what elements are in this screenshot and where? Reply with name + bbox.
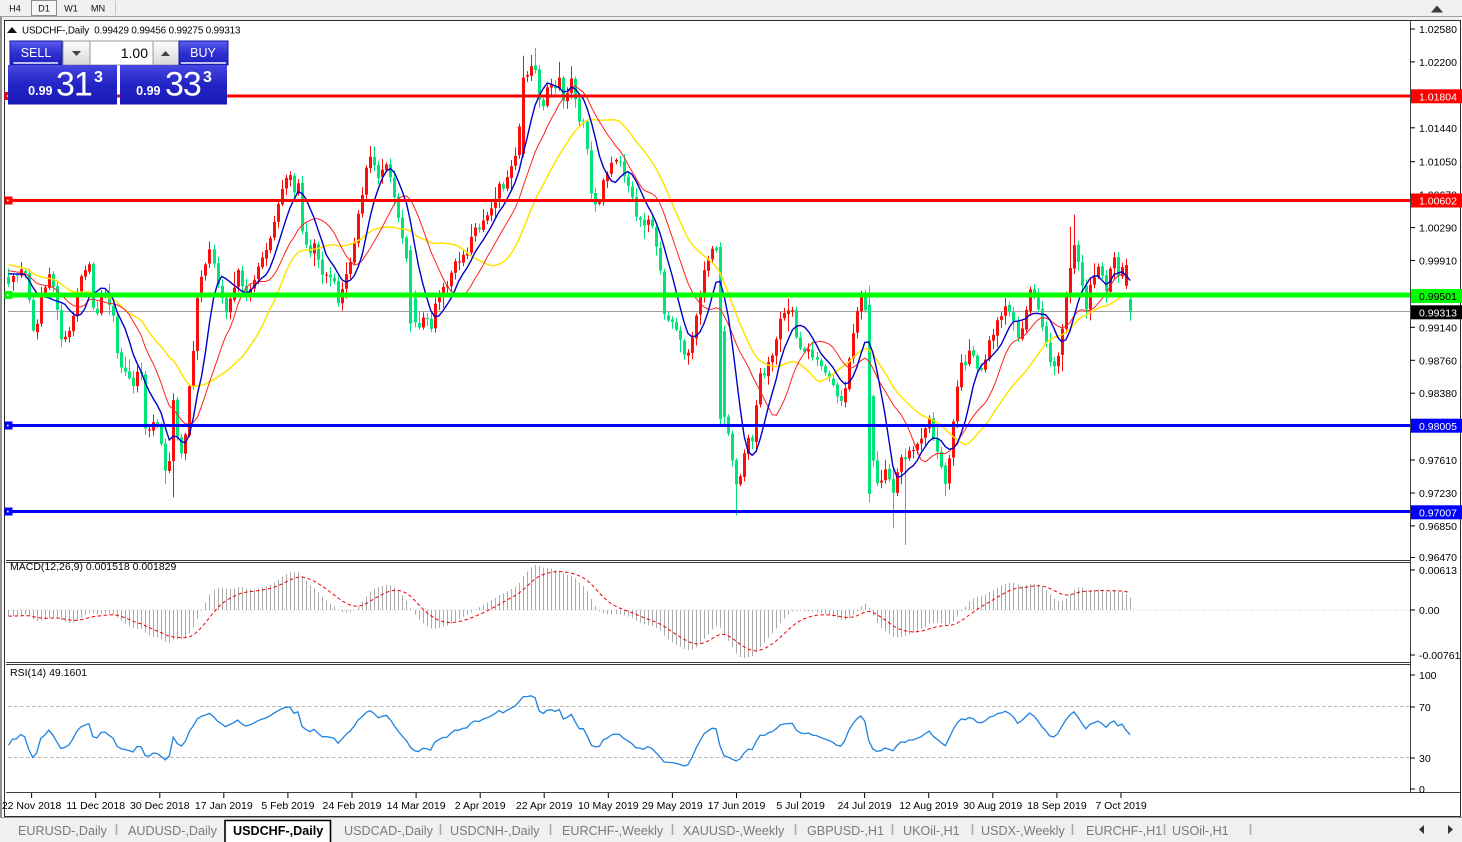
svg-text:10 May 2019: 10 May 2019 bbox=[578, 800, 639, 812]
svg-text:EURUSD-,Daily: EURUSD-,Daily bbox=[18, 824, 108, 838]
svg-text:USOil-,H1: USOil-,H1 bbox=[1172, 824, 1229, 838]
svg-text:18 Sep 2019: 18 Sep 2019 bbox=[1027, 800, 1087, 812]
svg-text:USDCNH-,Daily: USDCNH-,Daily bbox=[450, 824, 540, 838]
svg-text:0.97610: 0.97610 bbox=[1419, 455, 1457, 467]
svg-text:MN: MN bbox=[91, 4, 105, 14]
svg-text:5 Feb 2019: 5 Feb 2019 bbox=[261, 800, 314, 812]
svg-text:1.00602: 1.00602 bbox=[1419, 196, 1457, 208]
svg-text:0.00: 0.00 bbox=[1419, 605, 1440, 617]
svg-text:3: 3 bbox=[94, 69, 103, 86]
svg-text:0.00613: 0.00613 bbox=[1419, 565, 1457, 577]
svg-text:22 Nov 2018: 22 Nov 2018 bbox=[2, 800, 62, 812]
svg-text:24 Jul 2019: 24 Jul 2019 bbox=[837, 800, 891, 812]
svg-text:29 May 2019: 29 May 2019 bbox=[642, 800, 703, 812]
svg-text:31: 31 bbox=[56, 66, 92, 104]
svg-text:0.98005: 0.98005 bbox=[1419, 421, 1457, 433]
svg-text:1.00: 1.00 bbox=[121, 45, 148, 61]
svg-text:0.99: 0.99 bbox=[28, 84, 52, 98]
svg-text:EURCHF-,Weekly: EURCHF-,Weekly bbox=[562, 824, 664, 838]
svg-text:1.00290: 1.00290 bbox=[1419, 223, 1457, 235]
svg-text:3: 3 bbox=[203, 69, 212, 86]
svg-text:BUY: BUY bbox=[190, 46, 216, 60]
svg-text:0.98760: 0.98760 bbox=[1419, 355, 1457, 367]
svg-text:17 Jun 2019: 17 Jun 2019 bbox=[708, 800, 766, 812]
svg-text:0.99910: 0.99910 bbox=[1419, 256, 1457, 268]
svg-text:RSI(14) 49.1601: RSI(14) 49.1601 bbox=[10, 667, 87, 679]
svg-text:0.99: 0.99 bbox=[136, 84, 160, 98]
svg-text:0.96470: 0.96470 bbox=[1419, 552, 1457, 564]
svg-text:SELL: SELL bbox=[21, 46, 52, 60]
svg-text:2 Apr 2019: 2 Apr 2019 bbox=[455, 800, 506, 812]
svg-text:XAUUSD-,Weekly: XAUUSD-,Weekly bbox=[683, 824, 785, 838]
svg-text:1.02200: 1.02200 bbox=[1419, 57, 1457, 69]
svg-text:0.97007: 0.97007 bbox=[1419, 508, 1457, 520]
svg-text:UKOil-,H1: UKOil-,H1 bbox=[903, 824, 960, 838]
svg-text:1.01804: 1.01804 bbox=[1419, 92, 1457, 104]
svg-text:0: 0 bbox=[1419, 784, 1425, 796]
svg-text:30 Aug 2019: 30 Aug 2019 bbox=[963, 800, 1022, 812]
svg-text:W1: W1 bbox=[64, 4, 78, 14]
svg-text:0.97230: 0.97230 bbox=[1419, 488, 1457, 500]
svg-text:14 Mar 2019: 14 Mar 2019 bbox=[387, 800, 446, 812]
svg-text:100: 100 bbox=[1419, 670, 1437, 682]
svg-text:11 Dec 2018: 11 Dec 2018 bbox=[66, 800, 125, 812]
svg-text:0.96850: 0.96850 bbox=[1419, 521, 1457, 533]
svg-text:0.99140: 0.99140 bbox=[1419, 322, 1457, 334]
svg-text:GBPUSD-,H1: GBPUSD-,H1 bbox=[807, 824, 884, 838]
svg-text:7 Oct 2019: 7 Oct 2019 bbox=[1095, 800, 1147, 812]
svg-text:1.02580: 1.02580 bbox=[1419, 24, 1457, 36]
svg-text:D1: D1 bbox=[38, 4, 50, 14]
svg-text:22 Apr 2019: 22 Apr 2019 bbox=[516, 800, 573, 812]
svg-text:70: 70 bbox=[1419, 702, 1431, 714]
svg-text:5 Jul 2019: 5 Jul 2019 bbox=[776, 800, 825, 812]
svg-text:-0.00761: -0.00761 bbox=[1419, 650, 1461, 662]
svg-text:0.99313: 0.99313 bbox=[1419, 308, 1457, 320]
svg-text:MACD(12,26,9) 0.001518 0.00182: MACD(12,26,9) 0.001518 0.001829 bbox=[10, 561, 177, 573]
svg-text:USDCAD-,Daily: USDCAD-,Daily bbox=[344, 824, 434, 838]
svg-text:0.98380: 0.98380 bbox=[1419, 388, 1457, 400]
svg-text:17 Jan 2019: 17 Jan 2019 bbox=[195, 800, 253, 812]
svg-text:30: 30 bbox=[1419, 753, 1431, 765]
svg-text:1.01050: 1.01050 bbox=[1419, 157, 1457, 169]
svg-text:AUDUSD-,Daily: AUDUSD-,Daily bbox=[128, 824, 218, 838]
svg-text:12 Aug 2019: 12 Aug 2019 bbox=[899, 800, 958, 812]
svg-text:USDCHF-,Daily: USDCHF-,Daily bbox=[233, 824, 323, 838]
svg-text:USDX-,Weekly: USDX-,Weekly bbox=[981, 824, 1065, 838]
svg-text:USDCHF-,Daily 0.99429 0.99456: USDCHF-,Daily 0.99429 0.99456 0.99275 0.… bbox=[22, 26, 241, 37]
svg-text:0.99501: 0.99501 bbox=[1419, 291, 1457, 303]
svg-text:30 Dec 2018: 30 Dec 2018 bbox=[130, 800, 190, 812]
svg-text:1.01440: 1.01440 bbox=[1419, 123, 1457, 135]
svg-text:33: 33 bbox=[165, 66, 201, 104]
svg-text:H4: H4 bbox=[9, 4, 21, 14]
svg-text:24 Feb 2019: 24 Feb 2019 bbox=[323, 800, 382, 812]
svg-text:EURCHF-,H1: EURCHF-,H1 bbox=[1086, 824, 1162, 838]
